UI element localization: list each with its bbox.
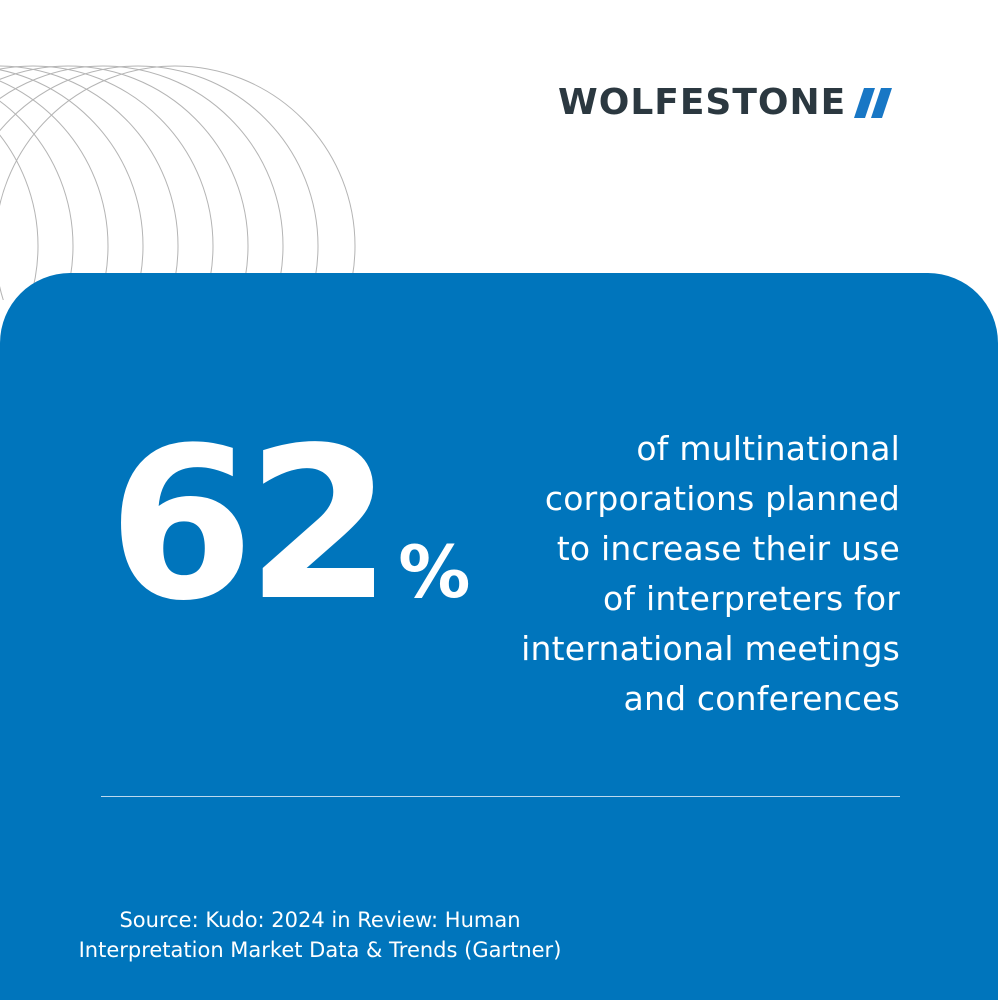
- brand-logo: WOLFESTONE: [558, 78, 894, 128]
- description-line: corporations planned: [544, 479, 900, 518]
- statistic: 62 %: [108, 420, 470, 630]
- source-line: Source: Kudo: 2024 in Review: Human: [119, 908, 521, 932]
- arcs-pattern-icon: [0, 65, 356, 300]
- stat-description: of multinational corporations planned to…: [480, 424, 900, 724]
- description-line: to increase their use: [556, 529, 900, 568]
- description-line: and conferences: [623, 679, 900, 718]
- stat-number: 62: [108, 402, 392, 647]
- source-line: Interpretation Market Data & Trends (Gar…: [78, 938, 562, 962]
- stat-panel: [0, 273, 998, 1000]
- description-line: international meetings: [521, 629, 900, 668]
- double-slash-icon: [854, 88, 894, 118]
- source-citation: Source: Kudo: 2024 in Review: Human Inte…: [40, 905, 600, 965]
- divider: [101, 796, 900, 797]
- brand-name: WOLFESTONE: [558, 82, 847, 123]
- description-line: of multinational: [636, 429, 900, 468]
- description-line: of interpreters for: [603, 579, 900, 618]
- stat-unit: %: [398, 530, 471, 614]
